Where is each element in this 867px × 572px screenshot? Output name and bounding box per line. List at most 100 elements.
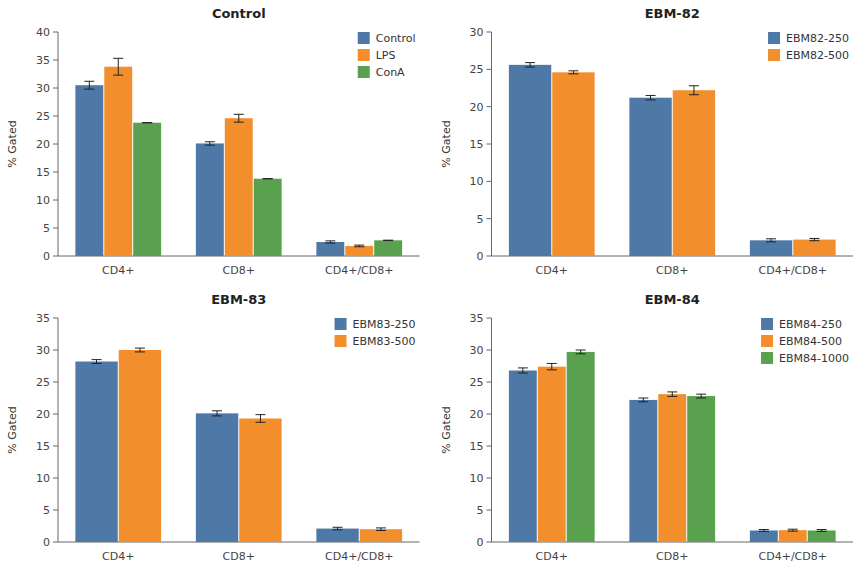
error-bar-cap <box>689 85 699 86</box>
error-bar-cap <box>809 240 819 241</box>
legend-label: EBM84-250 <box>779 318 842 331</box>
y-tick <box>53 172 58 173</box>
error-bar-stem <box>217 411 218 416</box>
legend-item: EBM84-250 <box>761 318 842 331</box>
legend-swatch <box>358 66 370 78</box>
legend-item: EBM83-250 <box>335 318 416 331</box>
x-tick-label: CD8+ <box>656 550 688 563</box>
bar <box>779 530 807 542</box>
error-bar-cap <box>92 359 102 360</box>
y-tick-label: 20 <box>36 408 50 421</box>
error-bar-cap <box>84 81 94 82</box>
legend-label: EBM83-250 <box>353 318 416 331</box>
legend-item: LPS <box>358 49 396 62</box>
error-bar-cap <box>696 394 706 395</box>
error-bar <box>205 142 215 145</box>
y-tick <box>487 181 492 182</box>
marks <box>509 350 836 542</box>
y-tick <box>487 69 492 70</box>
y-tick-label: 35 <box>36 54 50 67</box>
bar <box>808 530 836 542</box>
bar <box>316 529 358 542</box>
error-bar-stem <box>643 398 644 402</box>
error-bar-cap <box>255 414 265 415</box>
y-axis-label: % Gated <box>440 406 453 453</box>
y-tick-label: 5 <box>477 213 484 226</box>
y-tick-label: 15 <box>470 440 484 453</box>
y-tick-label: 25 <box>470 63 484 76</box>
error-bar <box>576 350 586 354</box>
error-bar-stem <box>118 58 119 75</box>
error-bar-stem <box>522 368 523 373</box>
y-tick <box>487 414 492 415</box>
y-tick-label: 40 <box>36 26 50 39</box>
bar <box>196 143 224 256</box>
error-bar-cap <box>788 529 798 530</box>
y-tick-label: 0 <box>43 536 50 549</box>
error-bar-cap <box>234 114 244 115</box>
error-bar-cap <box>263 178 273 179</box>
error-bar <box>518 368 528 373</box>
y-tick <box>53 256 58 257</box>
error-bar-cap <box>667 396 677 397</box>
error-bar <box>142 122 152 123</box>
error-bar-cap <box>325 240 335 241</box>
error-bar-cap <box>113 58 123 59</box>
error-bar-cap <box>766 241 776 242</box>
error-bar-cap <box>376 527 386 528</box>
title: EBM-83 <box>211 292 266 307</box>
error-bar <box>766 239 776 242</box>
error-bar-cap <box>689 94 699 95</box>
error-bar-stem <box>530 63 531 67</box>
y-axis-label: % Gated <box>6 120 19 167</box>
bar <box>538 367 566 542</box>
y-tick-label: 30 <box>36 344 50 357</box>
error-bar <box>759 530 769 532</box>
y-tick <box>53 144 58 145</box>
bar <box>225 118 253 256</box>
y-tick-label: 5 <box>43 222 50 235</box>
error-bar <box>547 363 557 369</box>
legend-swatch <box>335 335 347 347</box>
legend-label: Control <box>376 32 416 45</box>
title: Control <box>212 6 266 21</box>
y-tick <box>53 116 58 117</box>
bar <box>509 370 537 542</box>
y-tick-label: 0 <box>477 250 484 263</box>
y-axis-label: % Gated <box>440 120 453 167</box>
error-bar <box>696 394 706 398</box>
error-bar-cap <box>638 401 648 402</box>
bar <box>119 350 161 542</box>
marks <box>75 348 402 542</box>
y-tick <box>53 510 58 511</box>
error-bar <box>788 529 798 531</box>
marks <box>75 58 402 256</box>
legend-item: EBM84-1000 <box>761 352 849 365</box>
error-bar <box>354 245 364 247</box>
y-tick-label: 10 <box>470 175 484 188</box>
y-tick <box>53 542 58 543</box>
x-tick-label: CD8+ <box>223 550 255 563</box>
y-tick <box>53 414 58 415</box>
bar <box>509 65 551 256</box>
bar <box>567 352 595 542</box>
legend-label: EBM82-250 <box>786 32 849 45</box>
x-tick-label: CD4+ <box>102 550 134 563</box>
error-bar-cap <box>142 122 152 123</box>
bar <box>316 242 344 256</box>
error-bar-cap <box>205 145 215 146</box>
error-bar-cap <box>646 95 656 96</box>
error-bar <box>84 81 94 89</box>
error-bar-cap <box>696 398 706 399</box>
x-tick-label: CD4+ <box>536 550 568 563</box>
y-tick <box>487 510 492 511</box>
y-tick <box>53 446 58 447</box>
error-bar-cap <box>333 527 343 528</box>
error-bar <box>667 392 677 396</box>
y-tick <box>53 60 58 61</box>
error-bar <box>113 58 123 75</box>
y-axis-line <box>491 318 492 542</box>
legend-swatch <box>358 49 370 61</box>
y-tick <box>53 88 58 89</box>
error-bar-cap <box>547 369 557 370</box>
